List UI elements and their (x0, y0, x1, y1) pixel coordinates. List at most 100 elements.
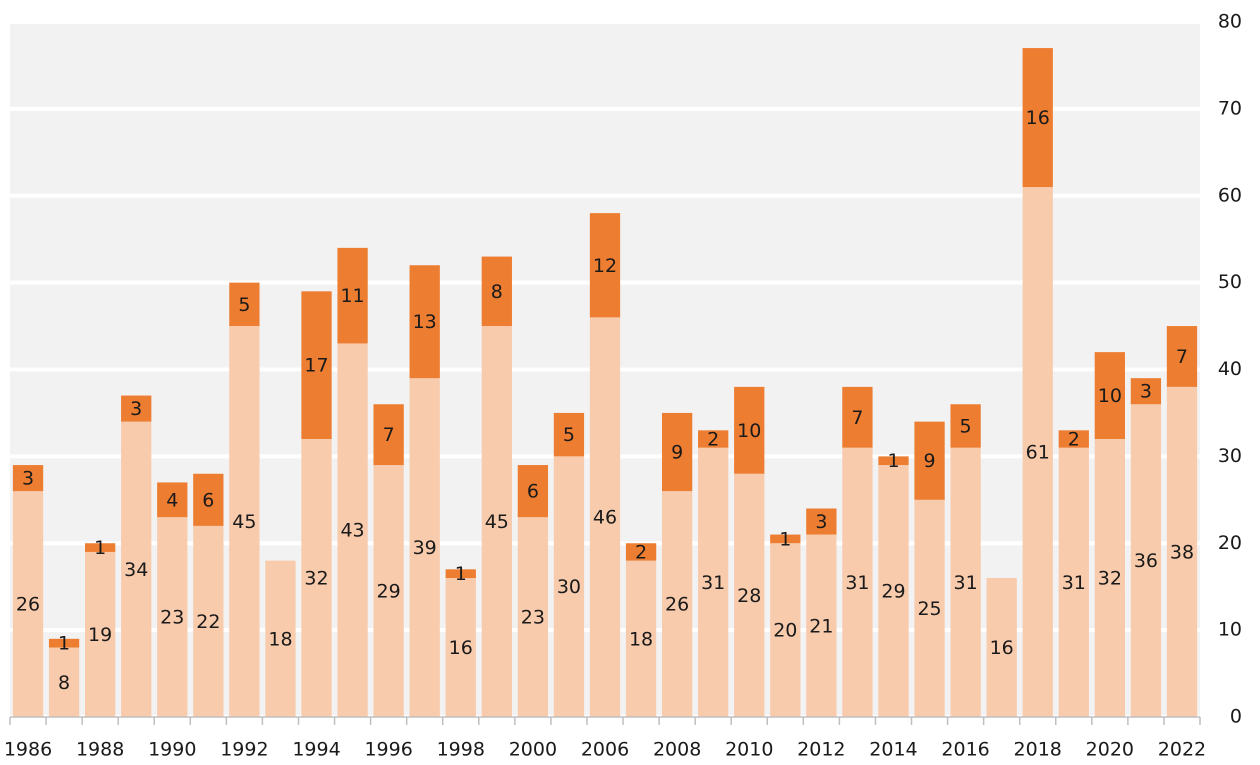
bar-segment (698, 430, 729, 448)
bar-segment (1022, 187, 1053, 717)
data-label: 32 (304, 568, 328, 590)
data-label: 9 (671, 442, 683, 464)
bar-segment (914, 421, 945, 500)
data-label: 23 (160, 607, 184, 629)
data-label: 18 (629, 628, 653, 650)
data-label: 9 (923, 450, 935, 472)
data-label: 2 (635, 541, 647, 563)
y-tick-label: 0 (1230, 706, 1242, 728)
data-label: 31 (954, 572, 978, 594)
data-label: 10 (1098, 385, 1122, 407)
data-label: 16 (1026, 107, 1050, 129)
data-label: 7 (851, 407, 863, 429)
bar-segment (12, 465, 44, 492)
data-label: 1 (779, 528, 791, 550)
bar-segment (373, 404, 404, 466)
x-tick-label: 2006 (581, 739, 629, 761)
bar-segment (48, 647, 80, 717)
bar-segment (1094, 439, 1125, 717)
bar-segment (337, 247, 368, 344)
bar-segment (48, 638, 80, 648)
data-label: 23 (521, 607, 545, 629)
bar-segment (950, 447, 981, 717)
data-label: 8 (491, 281, 503, 303)
data-label: 6 (202, 489, 214, 511)
bar-segment (1058, 430, 1089, 448)
data-label: 25 (917, 598, 941, 620)
x-tick-label: 2016 (941, 739, 989, 761)
bar-segment (337, 343, 368, 717)
x-tick-label: 1996 (364, 739, 412, 761)
data-label: 28 (737, 585, 761, 607)
data-label: 1 (58, 633, 70, 655)
bar-segment (481, 256, 512, 327)
bar-segment (1058, 447, 1089, 717)
data-label: 7 (383, 424, 395, 446)
data-label: 1 (455, 563, 467, 585)
bar-segment (770, 534, 801, 544)
bar-segment (121, 395, 152, 422)
data-label: 20 (773, 620, 797, 642)
bar-segment (986, 578, 1017, 717)
x-tick-label: 2020 (1086, 739, 1134, 761)
bar-segment (625, 560, 657, 717)
data-label: 10 (737, 420, 761, 442)
data-label: 17 (304, 355, 328, 377)
bar-segment (1166, 386, 1198, 717)
data-label: 16 (990, 637, 1014, 659)
bar-segment (661, 491, 693, 717)
bar-segment (193, 473, 224, 526)
bar-segment (301, 439, 332, 717)
data-label: 3 (22, 468, 34, 490)
data-label: 18 (268, 628, 292, 650)
bar-segment (914, 499, 945, 717)
y-tick-label: 60 (1218, 184, 1242, 206)
data-label: 29 (377, 581, 401, 603)
bar-segment (553, 412, 585, 457)
data-label: 43 (340, 520, 364, 542)
bar-segment (553, 456, 585, 717)
data-label: 3 (1140, 381, 1152, 403)
x-tick-label: 2008 (653, 739, 701, 761)
data-label: 31 (1062, 572, 1086, 594)
data-label: 11 (340, 285, 364, 307)
bar-segment (1166, 326, 1198, 387)
bar-segment (121, 421, 152, 717)
bar-segment (589, 213, 621, 318)
y-tick-label: 80 (1218, 11, 1242, 33)
data-label: 26 (16, 594, 40, 616)
bar-segment (698, 447, 729, 717)
data-label: 45 (485, 511, 509, 533)
x-tick-label: 1990 (148, 739, 196, 761)
bar-segment (12, 491, 44, 717)
data-label: 45 (232, 511, 256, 533)
data-label: 61 (1026, 442, 1050, 464)
bar-segment (842, 447, 873, 717)
data-label: 5 (563, 424, 575, 446)
data-label: 32 (1098, 568, 1122, 590)
data-label: 30 (557, 576, 581, 598)
bar-segment (445, 569, 476, 578)
bar-segment (806, 508, 837, 535)
data-label: 22 (196, 611, 220, 633)
data-label: 13 (413, 311, 437, 333)
x-tick-label: 1988 (76, 739, 124, 761)
x-tick-label: 1998 (437, 739, 485, 761)
bar-segment (193, 525, 224, 717)
bar-segment (842, 386, 873, 448)
bar-segment (301, 291, 332, 439)
x-tick-label: 1994 (292, 739, 340, 761)
bar-segment (878, 456, 909, 466)
data-label: 36 (1134, 550, 1158, 572)
x-tick-label: 2014 (869, 739, 917, 761)
bar-segment (806, 534, 837, 717)
bar-segment (878, 465, 909, 717)
bar-segment (445, 578, 476, 717)
data-label: 6 (527, 481, 539, 503)
data-label: 19 (88, 624, 112, 646)
data-label: 31 (845, 572, 869, 594)
x-tick-label: 2010 (725, 739, 773, 761)
y-tick-label: 40 (1218, 358, 1242, 380)
bar-segment (229, 326, 260, 717)
bar-segment (229, 282, 260, 327)
